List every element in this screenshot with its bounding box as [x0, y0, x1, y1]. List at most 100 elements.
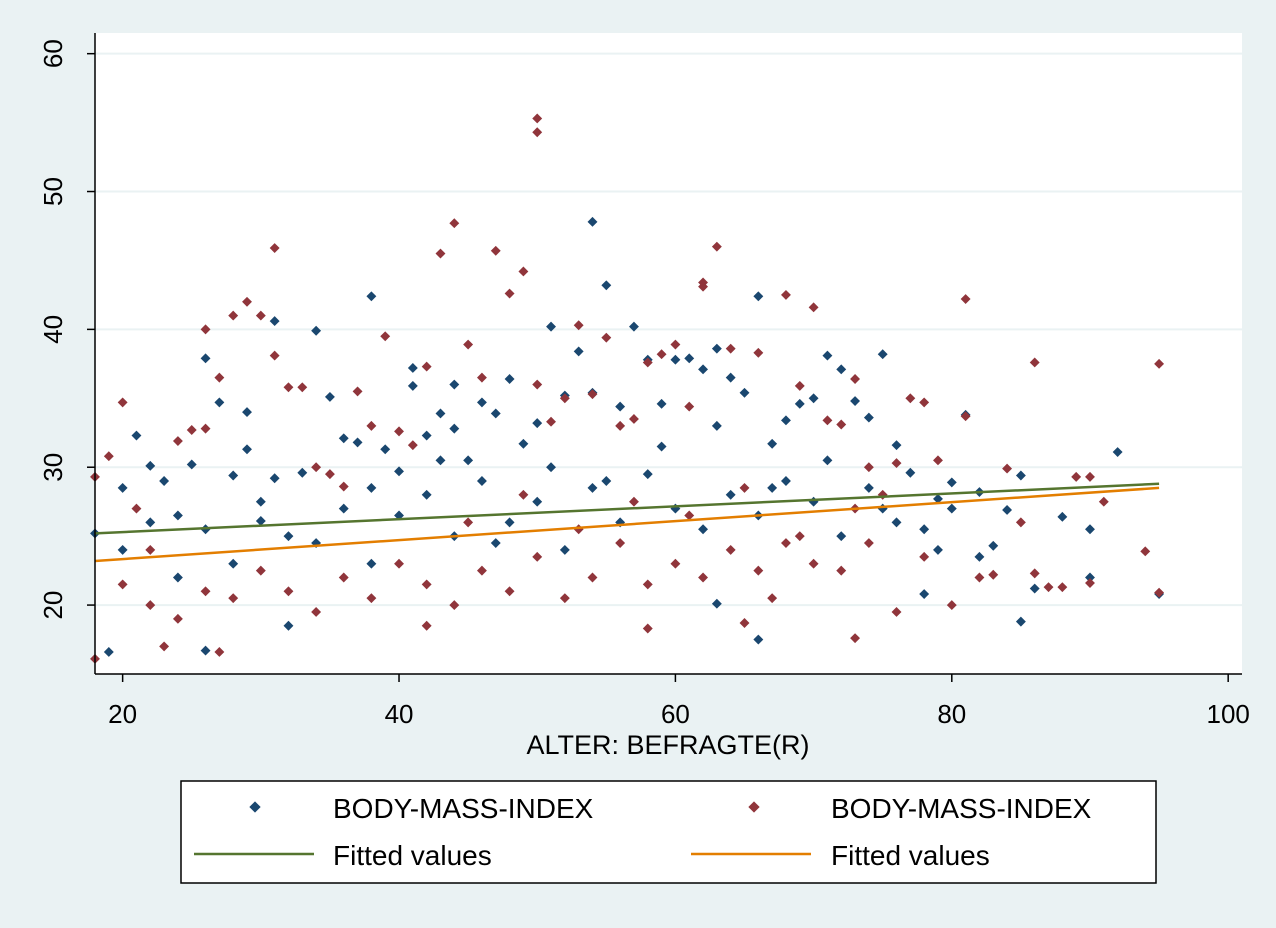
data-point-series-a [1015, 470, 1026, 481]
data-point-series-a [394, 466, 404, 477]
data-point-series-b [311, 607, 322, 617]
data-point-series-a [338, 433, 349, 444]
data-point-series-b [214, 646, 225, 657]
x-tick-label: 20 [108, 699, 137, 729]
data-point-series-b [670, 558, 681, 569]
data-point-series-b [380, 331, 391, 342]
data-point-series-b [255, 565, 266, 576]
data-point-series-b [366, 593, 377, 604]
data-point-series-b [435, 248, 446, 259]
data-point-series-a [587, 482, 598, 493]
data-point-series-a [172, 572, 183, 583]
data-point-series-a [933, 493, 943, 504]
data-point-series-b [1015, 517, 1026, 528]
data-point-series-a [476, 476, 487, 486]
data-point-series-a [559, 544, 570, 555]
fitted-lines [94, 482, 1160, 563]
data-point-series-a [200, 645, 211, 656]
data-point-series-b [200, 423, 211, 434]
data-point-series-b [338, 481, 349, 492]
data-point-series-b [642, 623, 653, 634]
data-point-series-b [476, 565, 487, 576]
data-point-series-b [656, 349, 667, 360]
data-point-series-b [725, 343, 736, 354]
data-point-series-b [1085, 471, 1095, 482]
data-point-series-a [269, 473, 280, 484]
data-point-series-b [421, 620, 432, 631]
data-point-series-a [242, 444, 252, 455]
data-point-series-a [463, 455, 474, 466]
data-point-series-a [407, 363, 418, 373]
data-point-series-a [435, 408, 446, 419]
data-point-series-b [933, 455, 943, 466]
data-point-series-a [781, 476, 791, 486]
data-point-series-a [518, 438, 529, 449]
data-point-series-b [919, 551, 930, 562]
data-point-series-b [131, 503, 142, 514]
data-point-series-a [490, 538, 501, 548]
data-point-series-b [1029, 357, 1040, 368]
y-tick-label: 60 [38, 39, 68, 68]
data-point-series-b [352, 386, 363, 397]
data-point-series-a [159, 476, 170, 486]
data-point-series-b [684, 401, 695, 412]
legend: BODY-MASS-INDEX BODY-MASS-INDEX Fitted v… [180, 780, 1157, 884]
data-point-series-b [573, 320, 584, 331]
data-point-series-b [324, 469, 335, 480]
data-point-series-a [767, 438, 778, 449]
data-point-series-a [629, 321, 639, 332]
data-point-series-a [255, 496, 266, 507]
data-point-series-a [407, 380, 418, 391]
fitted-line-a [94, 482, 1160, 535]
data-point-series-b [615, 538, 626, 548]
legend-label-fit-a: Fitted values [333, 840, 492, 871]
data-point-series-b [808, 558, 819, 569]
data-point-series-a [532, 496, 543, 507]
x-tick-label: 100 [1206, 699, 1249, 729]
data-point-series-b [767, 593, 778, 604]
data-point-series-a [380, 444, 391, 455]
data-point-series-b [698, 572, 708, 583]
data-point-series-b [394, 426, 404, 437]
data-point-series-b [1140, 546, 1151, 557]
x-tick-label: 80 [937, 699, 966, 729]
data-point-series-a [863, 482, 874, 493]
data-point-series-a [836, 364, 847, 375]
x-axis-title: ALTER: BEFRAGTE(R) [526, 730, 809, 760]
data-point-series-b [504, 586, 515, 597]
data-point-series-b [283, 586, 294, 597]
y-tick-label: 20 [38, 591, 68, 620]
data-point-series-a [1085, 572, 1095, 583]
data-point-series-a [449, 423, 460, 434]
data-point-series-b [421, 361, 432, 372]
data-point-series-b [559, 593, 570, 604]
data-point-series-b [698, 281, 708, 292]
data-point-series-b [863, 462, 874, 473]
data-point-series-b [421, 579, 432, 590]
data-point-series-b [172, 436, 183, 446]
plot-area [95, 33, 1242, 674]
data-point-series-b [186, 425, 197, 435]
data-point-series-b [476, 372, 487, 383]
y-tick-label: 40 [38, 315, 68, 344]
data-point-series-a [1015, 616, 1026, 627]
data-point-series-a [1029, 583, 1040, 594]
data-point-series-a [200, 353, 211, 364]
data-point-series-a [642, 469, 653, 480]
data-point-series-b [642, 579, 653, 590]
data-point-series-b [145, 600, 156, 611]
data-point-series-a [711, 420, 722, 431]
data-point-series-a [421, 489, 432, 500]
data-point-series-b [214, 372, 225, 383]
data-point-series-a [891, 517, 902, 528]
data-point-series-a [117, 544, 128, 555]
data-point-series-b [1043, 582, 1054, 593]
data-point-series-b [449, 600, 460, 611]
data-point-series-b [725, 544, 736, 555]
x-tick-label: 60 [661, 699, 690, 729]
data-point-series-b [850, 633, 861, 644]
data-point-series-a [781, 415, 791, 426]
data-point-series-b [891, 607, 902, 617]
data-point-series-a [905, 467, 916, 478]
